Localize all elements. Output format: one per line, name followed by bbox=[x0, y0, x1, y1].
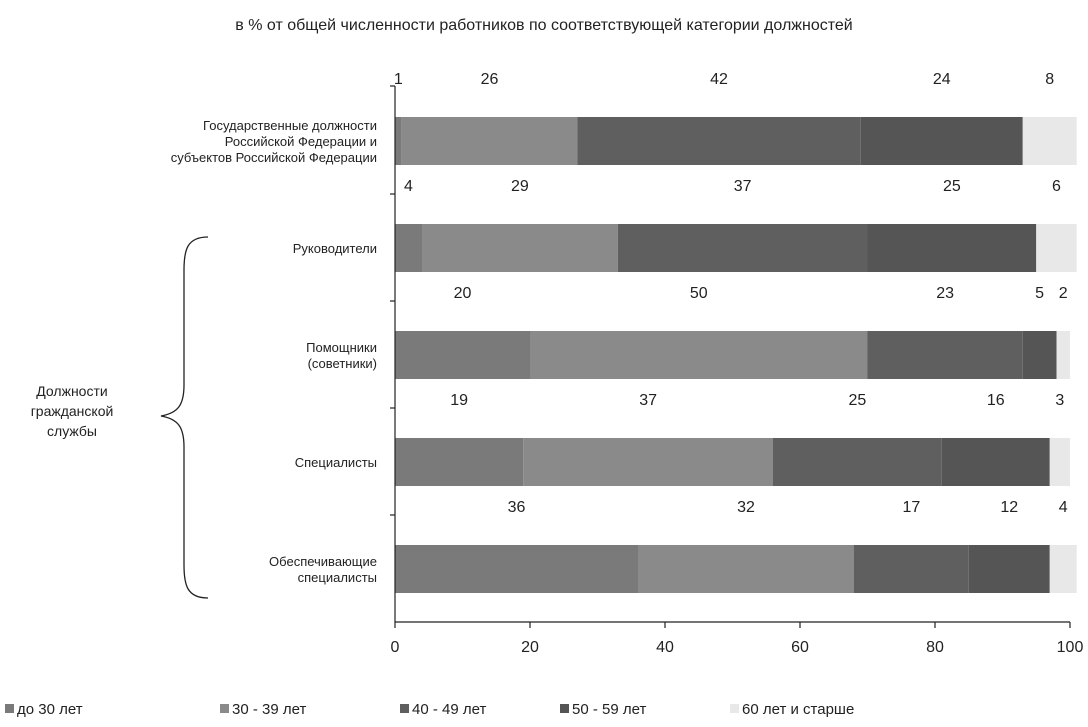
data-label: 25 bbox=[848, 392, 866, 409]
data-label: 25 bbox=[943, 178, 961, 195]
category-label: (советники) bbox=[308, 356, 377, 371]
x-tick-label: 60 bbox=[791, 639, 809, 656]
x-tick-label: 20 bbox=[521, 639, 539, 656]
group-label-line: Должности bbox=[36, 383, 107, 399]
bar-segment bbox=[860, 117, 1023, 165]
x-tick-label: 80 bbox=[926, 639, 944, 656]
data-label: 12 bbox=[1000, 499, 1018, 516]
legend-label: 30 - 39 лет bbox=[232, 701, 306, 718]
data-label: 37 bbox=[639, 392, 657, 409]
legend-swatch bbox=[220, 704, 229, 713]
data-label: 2 bbox=[1059, 285, 1068, 302]
bar-segment bbox=[617, 224, 868, 272]
bar-segment bbox=[401, 117, 578, 165]
category-label: Помощники bbox=[306, 340, 377, 355]
bar-segment bbox=[422, 224, 618, 272]
data-label: 16 bbox=[987, 392, 1005, 409]
bar-segment bbox=[395, 438, 524, 486]
bar-segment bbox=[1049, 438, 1070, 486]
bar-segment bbox=[1056, 331, 1070, 379]
data-label: 5 bbox=[1035, 285, 1044, 302]
category-label: Государственные должности bbox=[203, 118, 377, 133]
group-label: Должности гражданской службы bbox=[31, 383, 114, 439]
bar-segment bbox=[395, 117, 402, 165]
category-label: Обеспечивающие bbox=[269, 554, 377, 569]
data-label: 23 bbox=[936, 285, 954, 302]
data-label: 37 bbox=[734, 178, 752, 195]
data-label: 29 bbox=[511, 178, 529, 195]
bar-segment bbox=[773, 438, 942, 486]
bar-segment bbox=[577, 117, 861, 165]
legend: до 30 лет 30 - 39 лет 40 - 49 лет 50 - 59 л… bbox=[5, 701, 854, 718]
bar-segment bbox=[854, 545, 969, 593]
bar-segment bbox=[395, 331, 530, 379]
group-label-line: службы bbox=[47, 423, 97, 439]
category-label: Специалисты bbox=[295, 455, 377, 470]
data-label: 36 bbox=[508, 499, 526, 516]
x-tick-label: 0 bbox=[391, 639, 400, 656]
data-label: 19 bbox=[450, 392, 468, 409]
legend-label: 40 - 49 лет bbox=[412, 701, 486, 718]
bar-segment bbox=[1049, 545, 1077, 593]
chart-title: в % от общей численности работников по с… bbox=[235, 17, 852, 34]
data-label: 3 bbox=[1055, 392, 1064, 409]
category-label: специалисты bbox=[298, 570, 377, 585]
brace-path bbox=[160, 236, 209, 599]
data-label: 42 bbox=[710, 71, 728, 88]
data-label: 6 bbox=[1052, 178, 1061, 195]
data-labels-layer: 1 26 42 24 8 4 29 37 25 6 20 50 23 5 2 19 37 25 16 3 36 32 17 1… bbox=[394, 71, 1068, 516]
bar-segment bbox=[638, 545, 854, 593]
data-label: 1 bbox=[394, 71, 403, 88]
legend-swatch bbox=[560, 704, 569, 713]
group-brace bbox=[160, 236, 209, 599]
data-label: 4 bbox=[404, 178, 413, 195]
bar-segment bbox=[867, 224, 1037, 272]
axis-layer: 0 20 40 60 80 100 bbox=[390, 85, 1084, 656]
x-tick-label: 100 bbox=[1057, 639, 1084, 656]
bar-segment bbox=[968, 545, 1050, 593]
bar-segment bbox=[1022, 331, 1057, 379]
bar-segment bbox=[1036, 224, 1077, 272]
data-label: 32 bbox=[737, 499, 755, 516]
data-label: 26 bbox=[481, 71, 499, 88]
bars-layer bbox=[395, 117, 1077, 593]
legend-label: 50 - 59 лет bbox=[572, 701, 646, 718]
bar-segment bbox=[395, 224, 422, 272]
data-label: 17 bbox=[902, 499, 920, 516]
data-label: 24 bbox=[933, 71, 951, 88]
x-tick-label: 40 bbox=[656, 639, 674, 656]
bar-segment bbox=[395, 545, 638, 593]
category-label: Руководители bbox=[293, 241, 377, 256]
data-label: 8 bbox=[1045, 71, 1054, 88]
data-label: 20 bbox=[454, 285, 472, 302]
bar-segment bbox=[1022, 117, 1077, 165]
bar-segment bbox=[941, 438, 1050, 486]
legend-swatch bbox=[5, 704, 14, 713]
category-label: Российской Федерации и bbox=[225, 134, 377, 149]
bar-segment bbox=[523, 438, 773, 486]
data-label: 50 bbox=[690, 285, 708, 302]
bar-segment bbox=[530, 331, 868, 379]
category-label: субъектов Российской Федерации bbox=[171, 150, 377, 165]
group-label-line: гражданской bbox=[31, 403, 114, 419]
legend-swatch bbox=[400, 704, 409, 713]
data-label: 4 bbox=[1059, 499, 1068, 516]
legend-label: до 30 лет bbox=[17, 701, 83, 718]
legend-label: 60 лет и старше bbox=[742, 701, 854, 718]
legend-swatch bbox=[730, 704, 739, 713]
bar-segment bbox=[867, 331, 1023, 379]
